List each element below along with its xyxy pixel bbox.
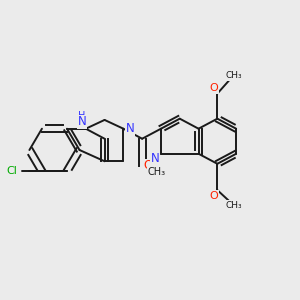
Text: N: N [151, 152, 160, 165]
Text: H: H [78, 111, 86, 121]
Text: CH₃: CH₃ [147, 167, 165, 177]
Text: O: O [143, 159, 152, 172]
Text: O: O [210, 83, 219, 93]
Text: O: O [210, 191, 219, 201]
Text: N: N [78, 115, 86, 128]
Text: CH₃: CH₃ [225, 201, 242, 210]
Text: N: N [126, 122, 135, 135]
Text: Cl: Cl [7, 166, 18, 176]
Text: CH₃: CH₃ [225, 71, 242, 80]
